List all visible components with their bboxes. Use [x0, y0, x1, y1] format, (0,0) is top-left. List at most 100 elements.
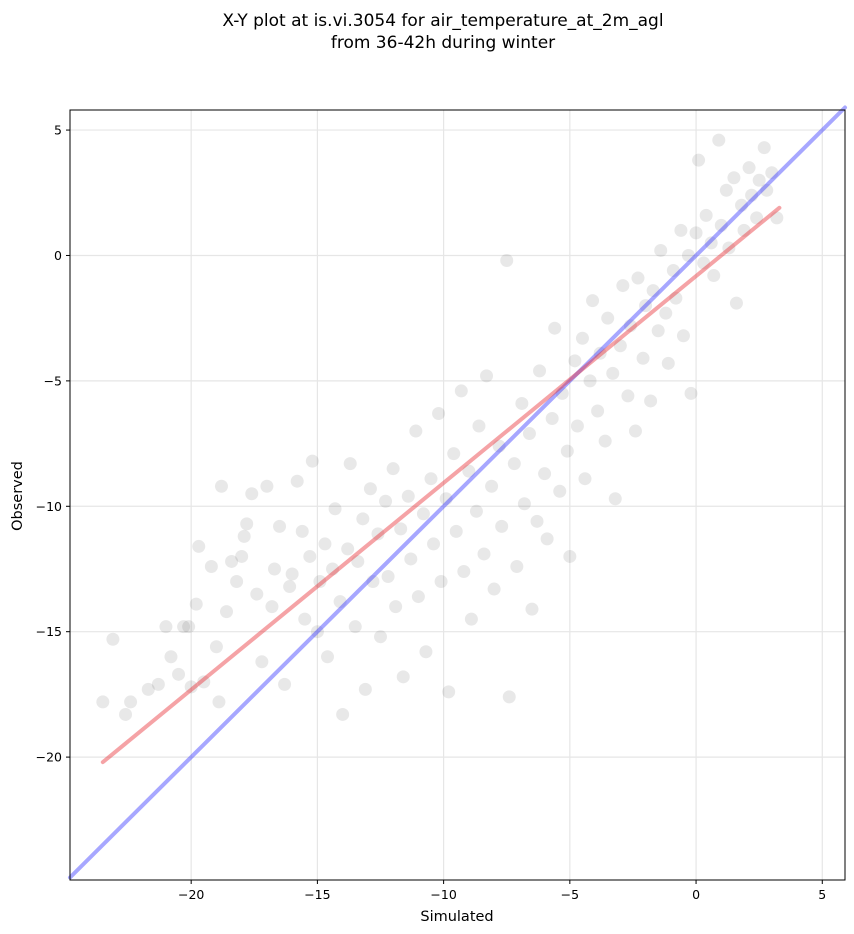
scatter-points: [96, 133, 784, 721]
scatter-point: [472, 419, 486, 433]
scatter-point: [303, 549, 317, 563]
scatter-point: [389, 600, 403, 614]
scatter-point: [310, 625, 324, 639]
scatter-point: [427, 537, 441, 551]
scatter-point: [278, 677, 292, 691]
scatter-point: [220, 605, 234, 619]
scatter-point: [182, 620, 196, 634]
scatter-point: [555, 386, 569, 400]
scatter-point: [583, 374, 597, 388]
scatter-point: [273, 519, 287, 533]
scatter-point: [719, 183, 733, 197]
scatter-point: [480, 369, 494, 383]
scatter-point: [177, 620, 191, 634]
scatter-point: [295, 524, 309, 538]
scatter-point: [124, 695, 138, 709]
scatter-point: [639, 299, 653, 313]
x-tick-label: −20: [178, 887, 204, 902]
scatter-point: [570, 419, 584, 433]
scatter-point: [628, 424, 642, 438]
scatter-point: [616, 279, 630, 293]
scatter-point: [96, 695, 110, 709]
scatter-point: [752, 173, 766, 187]
scatter-point: [608, 492, 622, 506]
scatter-point: [681, 248, 695, 262]
scatter-point: [548, 321, 562, 335]
scatter-point: [522, 427, 536, 441]
x-axis-label: Simulated: [420, 909, 493, 925]
scatter-point: [646, 284, 660, 298]
scatter-point: [517, 497, 531, 511]
scatter-point: [598, 434, 612, 448]
scatter-point: [298, 612, 312, 626]
scatter-point: [434, 575, 448, 589]
y-tick-label: −5: [44, 373, 62, 388]
scatter-point: [495, 519, 509, 533]
scatter-point: [734, 198, 748, 212]
scatter-point: [204, 559, 218, 573]
scatter-point: [659, 306, 673, 320]
scatter-point: [661, 356, 675, 370]
x-axis-ticks: −20 −15 −10 −5 0 5: [178, 880, 826, 902]
scatter-point: [540, 532, 554, 546]
scatter-point: [654, 243, 668, 257]
scatter-point: [313, 575, 327, 589]
scatter-point: [692, 153, 706, 167]
scatter-point: [699, 208, 713, 222]
scatter-point: [510, 559, 524, 573]
scatter-point: [447, 447, 461, 461]
scatter-point: [151, 677, 165, 691]
scatter-point: [591, 404, 605, 418]
scatter-point: [379, 494, 393, 508]
y-axis-label: Observed: [10, 461, 26, 531]
scatter-point: [401, 489, 415, 503]
plot-frame: [69, 109, 846, 881]
scatter-point: [760, 183, 774, 197]
scatter-point: [326, 562, 340, 576]
scatter-point: [507, 457, 521, 471]
scatter-point: [411, 590, 425, 604]
scatter-point: [432, 406, 446, 420]
scatter-point: [341, 542, 355, 556]
scatter-point: [729, 296, 743, 310]
scatter-point: [502, 690, 516, 704]
scatter-point: [563, 549, 577, 563]
scatter-point: [192, 539, 206, 553]
scatter-point: [230, 575, 244, 589]
scatter-point: [568, 354, 582, 368]
scatter-point: [469, 504, 483, 518]
y-axis-ticks: −20 −15 −10 −5 0 5: [36, 123, 70, 765]
scatter-point: [212, 695, 226, 709]
scatter-point: [381, 570, 395, 584]
scatter-point: [613, 339, 627, 353]
scatter-point: [343, 457, 357, 471]
scatter-point: [500, 253, 514, 267]
scatter-point: [184, 680, 198, 694]
scatter-point: [351, 554, 365, 568]
scatter-point: [409, 424, 423, 438]
chart-title: X-Y plot at is.vi.3054 for air_temperatu…: [222, 11, 663, 31]
y-tick-label: −10: [36, 499, 62, 514]
scatter-point: [525, 602, 539, 616]
scatter-point: [290, 474, 304, 488]
scatter-point: [578, 472, 592, 486]
scatter-point: [560, 444, 574, 458]
plot-area: [68, 105, 847, 881]
scatter-point: [722, 241, 736, 255]
scatter-point: [601, 311, 615, 325]
scatter-point: [631, 271, 645, 285]
scatter-point: [586, 294, 600, 308]
scatter-point: [386, 462, 400, 476]
scatter-point: [477, 547, 491, 561]
scatter-point: [358, 682, 372, 696]
x-tick-label: −10: [430, 887, 456, 902]
x-tick-label: −15: [304, 887, 330, 902]
scatter-point: [676, 329, 690, 343]
scatter-point: [159, 620, 173, 634]
scatter-point: [742, 161, 756, 175]
scatter-point: [235, 549, 249, 563]
scatter-point: [457, 564, 471, 578]
scatter-point: [621, 389, 635, 403]
